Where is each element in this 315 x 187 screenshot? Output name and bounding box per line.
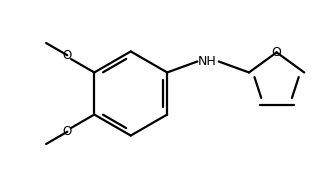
Text: NH: NH (198, 55, 217, 68)
Text: O: O (63, 49, 72, 62)
Text: O: O (272, 46, 282, 59)
Text: O: O (63, 125, 72, 138)
